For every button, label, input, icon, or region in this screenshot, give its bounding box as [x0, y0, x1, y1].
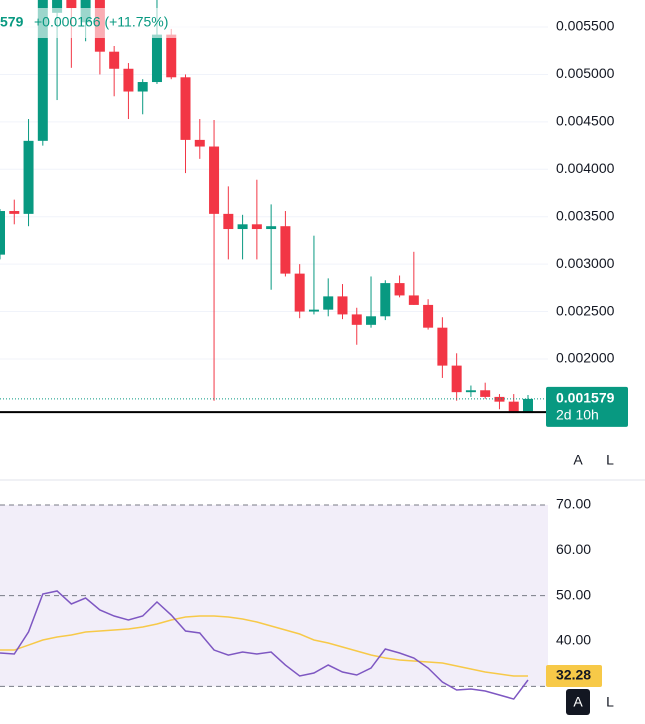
y-tick-label: 0.005000	[556, 65, 615, 81]
candle-body	[394, 283, 405, 296]
price-pane	[0, 0, 548, 414]
candle-body	[223, 213, 234, 230]
candle-body	[137, 82, 148, 92]
scale-button[interactable]	[598, 689, 622, 715]
y-tick-label: 0.003500	[556, 207, 615, 223]
candle-body	[251, 224, 262, 230]
candle-body	[423, 304, 434, 328]
ma-tag	[546, 665, 602, 688]
candle-body	[123, 68, 134, 92]
last-price-tag	[546, 386, 628, 427]
countdown: 2d 10h	[556, 407, 599, 423]
candle-body	[66, 0, 77, 9]
y-tick-label: 40.00	[556, 632, 591, 648]
candle-body	[294, 273, 305, 312]
candle-body	[508, 401, 519, 414]
y-tick-label: 50.00	[556, 586, 591, 602]
candle-body	[37, 0, 48, 141]
y-tick-label: 0.004000	[556, 160, 615, 176]
series-line	[0, 615, 528, 677]
candle-body	[180, 77, 191, 140]
ma-value-label: 32.28	[556, 667, 591, 683]
candle-body	[280, 226, 291, 274]
series-line	[0, 590, 529, 700]
candle-body	[166, 34, 177, 78]
y-tick-label: 0.002500	[556, 302, 615, 318]
scale-button[interactable]	[566, 447, 590, 473]
candle-body	[380, 283, 391, 317]
y-tick-label: 70.00	[556, 496, 591, 512]
candle-body	[209, 146, 220, 214]
y-tick-label: 0.003000	[556, 255, 615, 271]
candle-body	[494, 396, 505, 402]
candle-body	[0, 211, 5, 255]
candle-body	[323, 296, 334, 310]
scale-button-label[interactable]: A	[573, 452, 583, 468]
scale-button[interactable]	[566, 689, 590, 715]
candle-body	[308, 309, 319, 312]
legend-change: +0.000166 (+11.75%)	[34, 14, 168, 30]
scale-button[interactable]	[598, 447, 622, 473]
y-tick-label: 0.004500	[556, 113, 615, 129]
candle-body	[337, 296, 348, 315]
candle-body	[451, 365, 462, 393]
y-tick-label: 60.00	[556, 541, 591, 557]
candle-body	[465, 390, 476, 393]
candle-body	[523, 398, 533, 414]
scale-button-label[interactable]: A	[573, 694, 583, 710]
candle-body	[23, 140, 34, 214]
scale-button-label[interactable]: L	[606, 452, 614, 468]
scale-button-label[interactable]: L	[606, 694, 614, 710]
legend-bg	[0, 8, 200, 38]
candle-body	[266, 226, 277, 230]
candle-body	[151, 34, 162, 83]
candle-body	[109, 51, 120, 69]
last-price-label: 0.001579	[556, 390, 615, 406]
candle-body	[52, 0, 63, 13]
candle-body	[351, 314, 362, 325]
candle-body	[194, 139, 205, 147]
candle-body	[408, 295, 419, 305]
candle-body	[9, 211, 20, 214]
candle-body	[237, 224, 248, 230]
y-tick-label: 0.005500	[556, 18, 615, 34]
y-tick-label: 0.002000	[556, 350, 615, 366]
candle-body	[437, 327, 448, 366]
candle-body	[480, 390, 491, 397]
candle-body	[366, 316, 377, 325]
legend-last: 579	[0, 14, 24, 30]
